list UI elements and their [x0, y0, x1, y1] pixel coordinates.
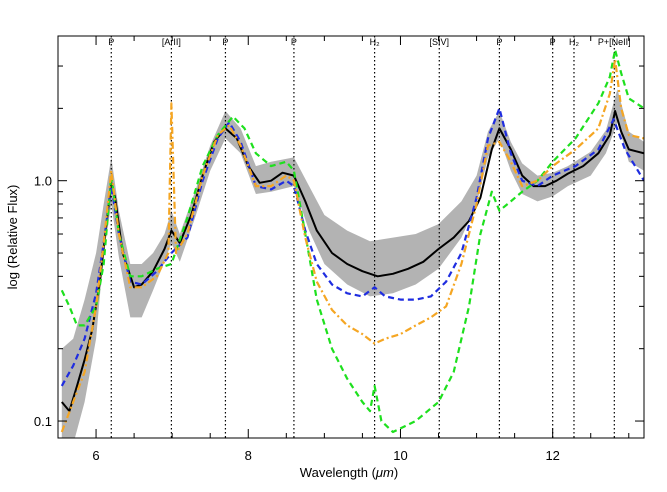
- uncertainty-band-layer: [61, 89, 644, 438]
- x-tick-label-1: 8: [245, 448, 252, 463]
- y-tick-label-1: 1.0: [34, 174, 52, 189]
- x-tick-label-3: 12: [545, 448, 559, 463]
- series-layer: [60, 48, 644, 434]
- plot-area: [60, 36, 644, 438]
- feature-label-2: P: [222, 37, 228, 47]
- feature-label-0: P: [108, 37, 114, 47]
- feature-label-9: P+[NeII]: [598, 37, 631, 47]
- y-axis-title: log (Relative Flux): [5, 185, 20, 290]
- x-tick-label-0: 6: [92, 448, 99, 463]
- axis-ticks-layer: [57, 35, 644, 438]
- feature-label-8: H₂: [569, 37, 579, 47]
- feature-label-1: [ArII]: [162, 37, 181, 47]
- feature-lines-layer: [110, 36, 615, 438]
- uncertainty-band: [61, 89, 644, 438]
- series-line-3: [60, 58, 644, 433]
- plot-frame: [57, 35, 645, 439]
- x-axis-title-main: Wavelength (: [300, 465, 377, 480]
- feature-label-5: [SIV]: [430, 37, 450, 47]
- x-axis-title-close: ): [394, 465, 398, 480]
- feature-label-6: P: [496, 37, 502, 47]
- series-line-2: [60, 48, 644, 434]
- x-axis-title-unit: μm: [375, 465, 394, 480]
- tick-labels-layer: 6 8 10 12 0.1 1.0: [34, 174, 560, 463]
- series-line-1: [60, 107, 644, 387]
- y-tick-label-0: 0.1: [34, 414, 52, 429]
- x-axis-title: Wavelength (μm): [300, 465, 398, 480]
- feature-label-4: H₂: [370, 37, 380, 47]
- feature-label-3: P: [291, 37, 297, 47]
- x-tick-label-2: 10: [393, 448, 407, 463]
